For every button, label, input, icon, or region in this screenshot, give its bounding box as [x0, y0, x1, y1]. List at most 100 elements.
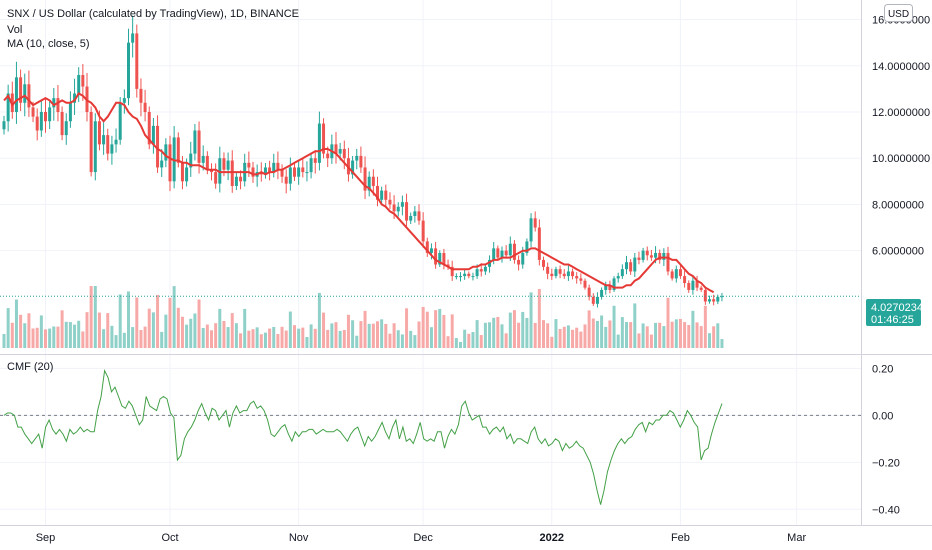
candle-body[interactable]: [380, 190, 384, 200]
candle-body[interactable]: [313, 158, 317, 163]
candle-body[interactable]: [438, 252, 442, 265]
candle-body[interactable]: [272, 162, 276, 173]
candle-body[interactable]: [392, 204, 396, 212]
candle-body[interactable]: [19, 77, 23, 103]
currency-label[interactable]: USD: [888, 9, 909, 20]
candle-body[interactable]: [263, 167, 267, 175]
candle-body[interactable]: [77, 75, 81, 94]
candle-body[interactable]: [193, 130, 197, 154]
candle-body[interactable]: [388, 199, 392, 205]
candle-body[interactable]: [317, 123, 321, 163]
candle-body[interactable]: [27, 84, 31, 108]
candle-body[interactable]: [512, 243, 516, 260]
candle-body[interactable]: [301, 167, 305, 173]
candle-body[interactable]: [135, 33, 139, 89]
candle-body[interactable]: [189, 153, 193, 168]
candle-body[interactable]: [620, 269, 624, 277]
candle-body[interactable]: [359, 155, 363, 168]
candle-body[interactable]: [496, 248, 500, 258]
candle-body[interactable]: [533, 218, 537, 228]
candle-body[interactable]: [23, 84, 27, 103]
candle-body[interactable]: [625, 262, 628, 270]
candle-body[interactable]: [52, 98, 56, 108]
candle-body[interactable]: [376, 185, 379, 200]
candle-body[interactable]: [205, 155, 209, 170]
candle-body[interactable]: [454, 276, 458, 278]
candle-body[interactable]: [35, 116, 39, 131]
candle-body[interactable]: [459, 276, 462, 278]
candle-body[interactable]: [139, 88, 143, 103]
candle-body[interactable]: [405, 202, 409, 221]
candle-body[interactable]: [305, 172, 309, 174]
candle-body[interactable]: [467, 273, 471, 277]
candle-body[interactable]: [450, 266, 454, 277]
ma-legend[interactable]: MA (10, close, 5): [7, 38, 90, 50]
candle-body[interactable]: [60, 112, 64, 136]
candle-body[interactable]: [554, 269, 558, 277]
candle-body[interactable]: [334, 144, 338, 154]
candle-body[interactable]: [239, 176, 243, 182]
candle-body[interactable]: [284, 176, 288, 184]
candle-body[interactable]: [546, 266, 550, 274]
vol-legend[interactable]: Vol: [7, 24, 22, 36]
candle-body[interactable]: [6, 93, 10, 122]
candle-body[interactable]: [185, 167, 189, 182]
candle-body[interactable]: [583, 280, 587, 288]
candle-body[interactable]: [342, 148, 346, 159]
candle-body[interactable]: [600, 289, 604, 297]
candle-body[interactable]: [384, 190, 388, 200]
candle-body[interactable]: [699, 287, 703, 290]
candle-body[interactable]: [309, 158, 313, 173]
candle-body[interactable]: [131, 33, 135, 43]
candle-body[interactable]: [226, 160, 230, 170]
candle-body[interactable]: [492, 248, 496, 260]
candle-body[interactable]: [151, 125, 155, 145]
candle-body[interactable]: [114, 139, 118, 145]
candle-body[interactable]: [529, 218, 533, 242]
candle-body[interactable]: [417, 211, 421, 221]
candle-body[interactable]: [102, 135, 106, 145]
candle-body[interactable]: [571, 271, 575, 277]
candle-body[interactable]: [475, 269, 479, 277]
candle-body[interactable]: [521, 252, 525, 265]
candle-body[interactable]: [500, 250, 504, 258]
candle-body[interactable]: [662, 252, 666, 260]
candle-body[interactable]: [525, 241, 529, 253]
candle-body[interactable]: [641, 250, 645, 260]
candle-body[interactable]: [180, 162, 184, 182]
candle-body[interactable]: [48, 107, 52, 122]
candle-body[interactable]: [355, 155, 359, 161]
candle-body[interactable]: [160, 160, 164, 168]
candle-body[interactable]: [268, 167, 272, 173]
candle-body[interactable]: [629, 262, 633, 272]
candle-body[interactable]: [708, 299, 711, 302]
candle-body[interactable]: [579, 278, 583, 281]
candle-body[interactable]: [293, 167, 296, 177]
candle-body[interactable]: [566, 271, 570, 277]
candle-body[interactable]: [118, 102, 122, 140]
candle-body[interactable]: [409, 216, 413, 221]
candle-body[interactable]: [122, 98, 126, 103]
cmf-axis[interactable]: 0.20 0.00 −0.20 −0.40: [872, 363, 900, 516]
candle-body[interactable]: [276, 162, 280, 170]
candle-body[interactable]: [288, 167, 292, 184]
candle-body[interactable]: [64, 121, 68, 136]
candle-body[interactable]: [587, 287, 591, 297]
candle-body[interactable]: [168, 144, 172, 182]
candle-body[interactable]: [106, 135, 110, 154]
candle-body[interactable]: [81, 75, 85, 87]
candle-body[interactable]: [716, 296, 720, 302]
candle-body[interactable]: [413, 211, 417, 216]
candle-body[interactable]: [633, 257, 637, 272]
candle-body[interactable]: [214, 172, 218, 184]
candle-body[interactable]: [110, 144, 114, 154]
candle-body[interactable]: [575, 276, 579, 279]
candle-body[interactable]: [488, 259, 492, 267]
candle-body[interactable]: [97, 121, 101, 145]
candle-body[interactable]: [297, 167, 301, 177]
candle-body[interactable]: [425, 241, 429, 253]
candle-body[interactable]: [143, 102, 147, 112]
candle-body[interactable]: [712, 299, 716, 302]
candle-body[interactable]: [234, 176, 238, 186]
